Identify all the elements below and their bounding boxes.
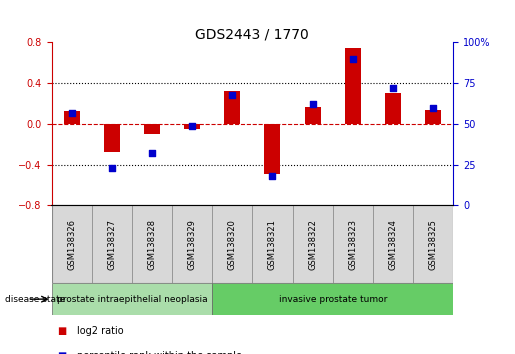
Bar (252, 205, 293, 283)
Text: prostate intraepithelial neoplasia: prostate intraepithelial neoplasia (57, 295, 207, 304)
Bar (385, 93, 401, 124)
Text: invasive prostate tumor: invasive prostate tumor (279, 295, 387, 304)
Point (429, 105, 437, 110)
Bar (104, 124, 120, 152)
Bar (132, 205, 172, 283)
Text: GSM138323: GSM138323 (348, 219, 357, 270)
Bar (304, 107, 321, 124)
Bar (184, 124, 200, 129)
Text: disease state: disease state (5, 295, 65, 304)
Point (188, 123, 196, 129)
Point (389, 85, 397, 91)
Text: ■: ■ (57, 351, 66, 354)
Bar (333, 205, 373, 283)
Bar (373, 205, 413, 283)
Bar (92, 205, 132, 283)
Point (228, 92, 236, 97)
Text: GSM138328: GSM138328 (147, 219, 157, 270)
Text: ■: ■ (57, 326, 66, 336)
Bar (212, 283, 453, 315)
Point (349, 56, 357, 62)
Text: GSM138329: GSM138329 (187, 219, 197, 270)
Bar (425, 110, 441, 124)
Bar (413, 205, 453, 283)
Text: GSM138324: GSM138324 (388, 219, 398, 270)
Text: GSM138320: GSM138320 (228, 219, 237, 270)
Bar (264, 124, 281, 174)
Bar (52, 283, 212, 315)
Bar (212, 205, 252, 283)
Bar (345, 47, 361, 124)
Bar (52, 205, 92, 283)
Text: percentile rank within the sample: percentile rank within the sample (77, 351, 242, 354)
Text: GSM138321: GSM138321 (268, 219, 277, 270)
Point (67, 110, 76, 115)
Point (108, 165, 116, 171)
Title: GDS2443 / 1770: GDS2443 / 1770 (196, 27, 309, 41)
Bar (63, 111, 80, 124)
Point (308, 102, 317, 107)
Bar (293, 205, 333, 283)
Bar (144, 124, 160, 134)
Point (268, 173, 277, 179)
Bar (224, 91, 241, 124)
Point (148, 150, 156, 156)
Bar (172, 205, 212, 283)
Text: GSM138322: GSM138322 (308, 219, 317, 270)
Text: GSM138325: GSM138325 (428, 219, 438, 270)
Text: GSM138326: GSM138326 (67, 219, 76, 270)
Text: GSM138327: GSM138327 (107, 219, 116, 270)
Text: log2 ratio: log2 ratio (77, 326, 124, 336)
